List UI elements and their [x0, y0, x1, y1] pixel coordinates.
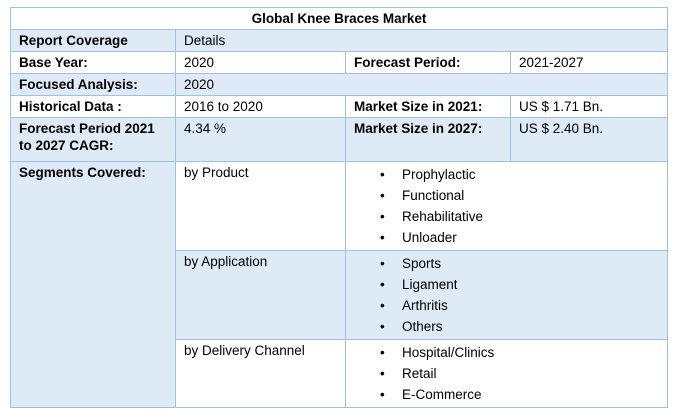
- segment-row-product: Segments Covered: by Product Prophylacti…: [10, 161, 669, 408]
- report-coverage-value: Details: [174, 29, 669, 52]
- segment-items-application-cell: SportsLigamentArthritisOthers: [344, 250, 669, 340]
- historical-data-value: 2016 to 2020: [175, 95, 346, 118]
- forecast-cagr-label: Forecast Period 2021 to 2027 CAGR:: [10, 117, 176, 162]
- segment-bullet-list-delivery-channel: Hospital/ClinicsRetailE-Commerce: [354, 342, 659, 405]
- report-coverage-row: Report Coverage Details: [10, 29, 669, 52]
- market-size-2027-value: US $ 2.40 Bn.: [509, 117, 669, 162]
- report-coverage-label: Report Coverage: [10, 29, 176, 52]
- historical-data-label: Historical Data :: [10, 95, 176, 118]
- forecast-period-value: 2021-2027: [509, 51, 669, 74]
- segment-bullet-item: Sports: [380, 253, 659, 274]
- forecast-period-label: Forecast Period:: [345, 51, 511, 74]
- focused-analysis-label: Focused Analysis:: [10, 73, 176, 96]
- forecast-cagr-value: 4.34 %: [175, 117, 346, 162]
- segment-group-delivery-channel-label: by Delivery Channel: [175, 339, 346, 408]
- market-size-2021-value: US $ 1.71 Bn.: [509, 95, 669, 118]
- market-size-2021-label: Market Size in 2021:: [345, 95, 511, 118]
- segment-bullet-item: Functional: [380, 185, 659, 206]
- focused-analysis-row: Focused Analysis: 2020: [10, 73, 669, 96]
- segment-bullet-item: Retail: [380, 363, 659, 384]
- title-row: Global Knee Braces Market: [9, 7, 669, 30]
- segment-group-application-label: by Application: [175, 250, 346, 340]
- segment-bullet-item: Others: [380, 316, 659, 337]
- segment-bullet-item: E-Commerce: [380, 384, 659, 405]
- segment-bullet-list-application: SportsLigamentArthritisOthers: [354, 253, 659, 337]
- forecast-cagr-row: Forecast Period 2021 to 2027 CAGR: 4.34 …: [10, 117, 669, 162]
- base-year-value: 2020: [175, 51, 346, 74]
- market-size-2027-label: Market Size in 2027:: [345, 117, 511, 162]
- segment-bullet-item: Unloader: [380, 227, 659, 248]
- segment-group-product-label: by Product: [175, 161, 346, 251]
- historical-data-row: Historical Data : 2016 to 2020 Market Si…: [10, 95, 669, 118]
- focused-analysis-value: 2020: [174, 73, 669, 96]
- segments-covered-label: Segments Covered:: [10, 161, 176, 408]
- table-title: Global Knee Braces Market: [9, 7, 669, 30]
- segment-row-application: by Application SportsLigamentArthritisOt…: [10, 250, 669, 340]
- segment-items-product-cell: ProphylacticFunctionalRehabilitativeUnlo…: [344, 161, 669, 251]
- segment-bullet-item: Arthritis: [380, 295, 659, 316]
- segment-row-delivery-channel: by Delivery Channel Hospital/ClinicsReta…: [11, 339, 669, 408]
- segment-bullet-item: Hospital/Clinics: [380, 342, 659, 363]
- base-year-row: Base Year: 2020 Forecast Period: 2021-20…: [10, 51, 669, 74]
- segment-bullet-item: Rehabilitative: [380, 206, 659, 227]
- market-report-table: Global Knee Braces Market Report Coverag…: [9, 7, 669, 408]
- base-year-label: Base Year:: [10, 51, 176, 74]
- segment-items-delivery-channel-cell: Hospital/ClinicsRetailE-Commerce: [344, 339, 669, 408]
- segment-bullet-item: Prophylactic: [380, 164, 659, 185]
- segment-bullet-item: Ligament: [380, 274, 659, 295]
- segment-bullet-list-product: ProphylacticFunctionalRehabilitativeUnlo…: [354, 164, 659, 248]
